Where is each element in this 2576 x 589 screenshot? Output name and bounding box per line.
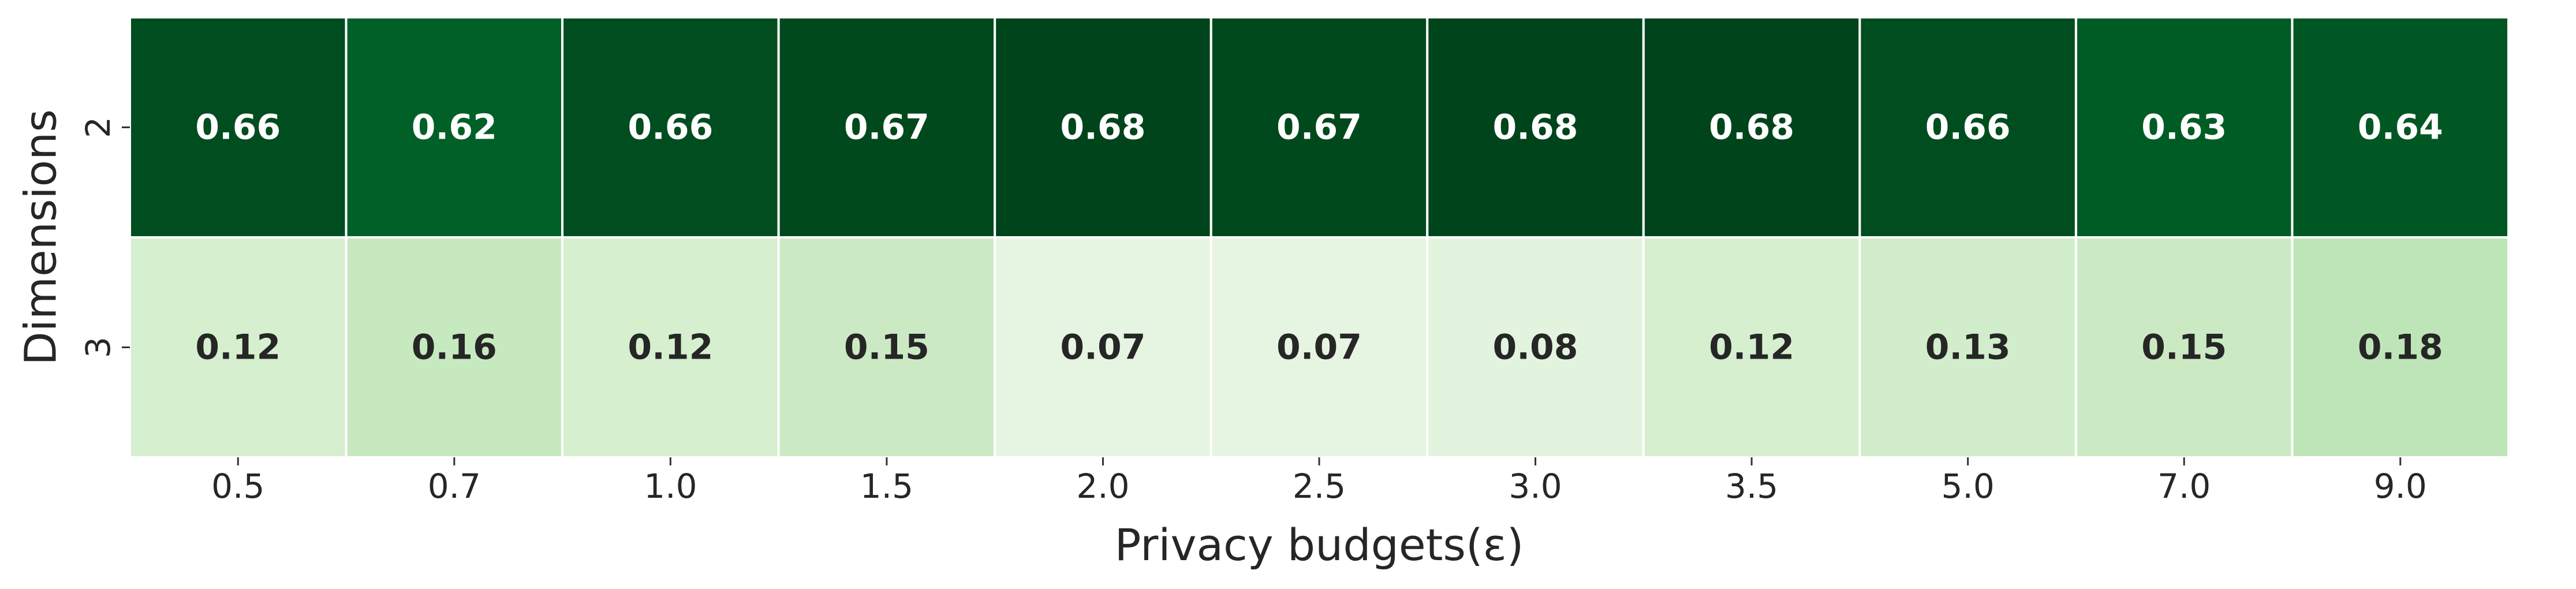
cell-value-label: 0.66 (628, 107, 713, 148)
heatmap-cell (1209, 16, 1429, 238)
cell-value-label: 0.12 (628, 327, 713, 368)
x-tick-label: 0.7 (428, 467, 481, 506)
heatmap-cell (561, 236, 780, 458)
cell-value-label: 0.08 (1493, 327, 1578, 368)
heatmap-cell (1642, 16, 1861, 238)
heatmap-cell (1426, 236, 1645, 458)
x-tick-label: 5.0 (1942, 467, 1995, 506)
cell-value-label: 0.68 (1060, 107, 1145, 148)
x-tick-label: 1.5 (860, 467, 913, 506)
x-tick-label: 3.5 (1725, 467, 1778, 506)
y-tick-label: 3 (79, 337, 118, 358)
heatmap-cell (994, 236, 1212, 458)
x-tick-label: 9.0 (2374, 467, 2427, 506)
cell-value-label: 0.12 (195, 327, 281, 368)
heatmap-cell (1209, 236, 1429, 458)
x-tick-label: 2.0 (1076, 467, 1129, 506)
x-tick-label: 7.0 (2157, 467, 2211, 506)
heatmap-cell (1642, 236, 1861, 458)
cell-value-label: 0.66 (195, 107, 281, 148)
cell-value-label: 0.67 (1276, 107, 1362, 148)
cell-value-label: 0.15 (2141, 327, 2227, 368)
y-axis-label: Dimensions (15, 109, 66, 366)
heatmap-cell (129, 236, 348, 458)
cell-value-label: 0.18 (2358, 327, 2443, 368)
heatmap-cell (2074, 16, 2294, 238)
cell-value-label: 0.12 (1709, 327, 1794, 368)
y-tick-label: 2 (79, 117, 118, 138)
heatmap-cell (561, 16, 780, 238)
x-axis-label: Privacy budgets(ε) (1115, 519, 1524, 571)
x-tick-label: 2.5 (1293, 467, 1346, 506)
cell-value-label: 0.07 (1060, 327, 1145, 368)
heatmap-cell (1858, 236, 2077, 458)
heatmap-cell (2074, 236, 2294, 458)
cell-value-label: 0.67 (844, 107, 929, 148)
heatmap-cell (994, 16, 1212, 238)
cell-value-label: 0.07 (1276, 327, 1362, 368)
cell-value-label: 0.68 (1709, 107, 1794, 148)
cell-value-label: 0.64 (2358, 107, 2443, 148)
heatmap-cell (345, 16, 564, 238)
cell-value-label: 0.15 (844, 327, 929, 368)
cell-value-label: 0.13 (1925, 327, 2011, 368)
heatmap-cell (2291, 16, 2510, 238)
cell-value-label: 0.62 (412, 107, 497, 148)
cell-value-label: 0.16 (412, 327, 497, 368)
heatmap-cell (345, 236, 564, 458)
cell-value-label: 0.68 (1493, 107, 1578, 148)
heatmap-cell (777, 236, 996, 458)
heatmap-cell (777, 16, 996, 238)
x-tick-label: 3.0 (1509, 467, 1562, 506)
heatmap-cell (129, 16, 348, 238)
cell-value-label: 0.66 (1925, 107, 2011, 148)
x-tick-label: 1.0 (644, 467, 697, 506)
cell-value-label: 0.63 (2141, 107, 2227, 148)
heatmap-cell (2291, 236, 2510, 458)
x-tick-label: 0.5 (211, 467, 264, 506)
